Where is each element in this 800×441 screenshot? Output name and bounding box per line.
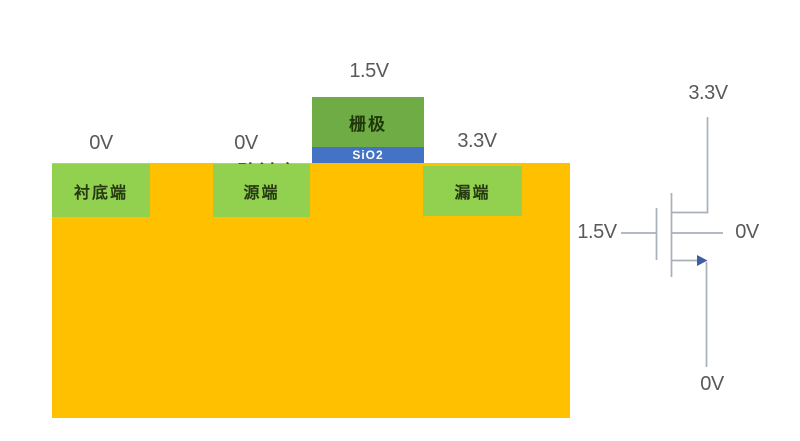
circuit-drain-voltage-label: 3.3V — [688, 82, 728, 104]
circuit-gate-voltage-label: 1.5V — [577, 221, 617, 243]
gate-oxide-region: SiO2 — [312, 147, 424, 163]
drain-terminal-region: 漏端 — [423, 166, 522, 216]
circuit-source-voltage-label: 0V — [700, 373, 724, 395]
gate-voltage-label: 1.5V — [349, 60, 389, 82]
transistor-symbol — [621, 117, 723, 367]
substrate-terminal-region: 衬底端 — [52, 164, 150, 217]
gate-electrode-region: 栅极 — [312, 97, 424, 147]
drain-wire — [671, 117, 709, 214]
source-arrow-icon — [697, 255, 708, 266]
circuit-body-voltage-label: 0V — [735, 221, 759, 243]
substrate-terminal-voltage-label: 0V — [89, 132, 113, 154]
source-terminal-region: 源端 — [213, 164, 310, 217]
source-terminal-voltage-label: 0V — [234, 132, 258, 154]
drain-terminal-voltage-label: 3.3V — [457, 130, 497, 152]
